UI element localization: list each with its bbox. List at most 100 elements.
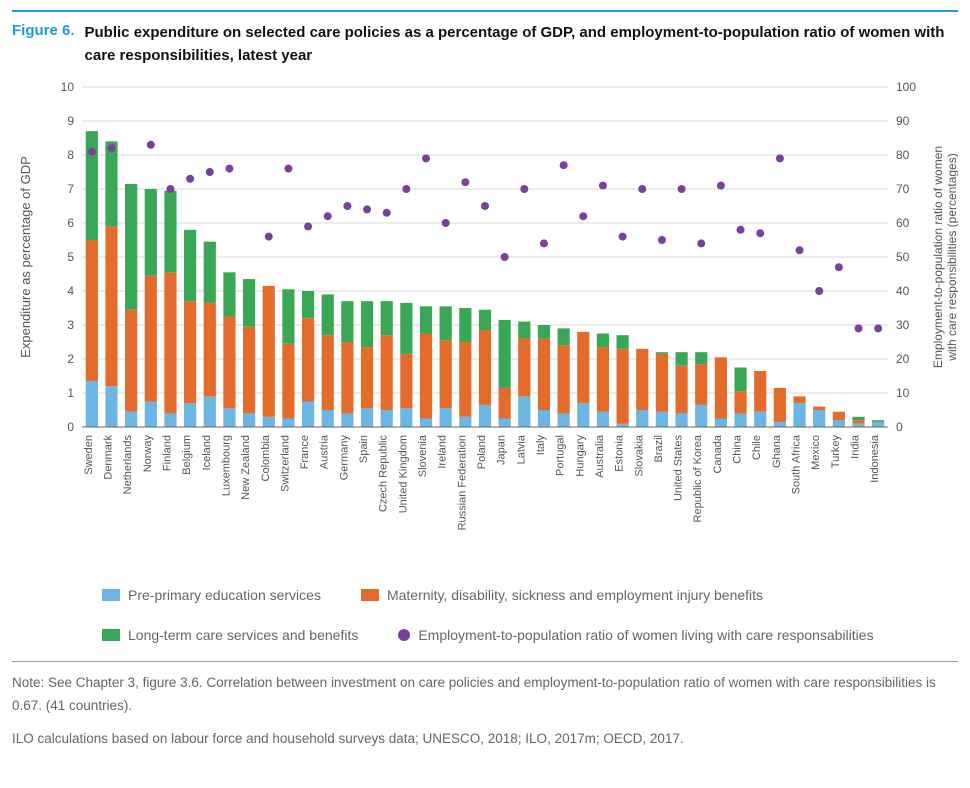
bar-segment (793, 403, 805, 427)
ratio-dot (284, 165, 292, 173)
bar-segment (125, 412, 137, 427)
bar-segment (754, 371, 766, 412)
legend-label: Long-term care services and benefits (128, 627, 358, 643)
x-axis-label: Republic of Korea (692, 434, 704, 522)
x-axis-label: Estonia (614, 434, 626, 472)
bar-segment (263, 286, 275, 417)
x-axis-label: Slovakia (633, 434, 645, 476)
ratio-dot (107, 144, 115, 152)
ratio-dot (855, 324, 863, 332)
ratio-dot (678, 185, 686, 193)
x-axis-label: Japan (496, 435, 508, 465)
ratio-dot (520, 185, 528, 193)
bar-segment (518, 396, 530, 427)
bar-segment (400, 303, 412, 354)
x-axis-label: Iceland (201, 435, 213, 470)
bar-segment (322, 410, 334, 427)
bar-segment (341, 342, 353, 413)
x-axis-label: Finland (161, 435, 173, 471)
bar-segment (204, 396, 216, 427)
bar-segment (852, 417, 864, 420)
ratio-dot (265, 233, 273, 241)
bar-segment (577, 403, 589, 427)
bar-segment (636, 349, 648, 410)
bar-segment (558, 328, 570, 345)
bar-segment (105, 226, 117, 386)
bar-segment (420, 334, 432, 419)
bar-segment (322, 335, 334, 410)
bar-segment (833, 420, 845, 427)
ratio-dot (402, 185, 410, 193)
chart-legend: Pre-primary education servicesMaternity,… (12, 583, 958, 655)
bar-segment (381, 301, 393, 335)
bar-segment (204, 242, 216, 303)
bar-segment (734, 413, 746, 427)
x-axis-label: Turkey (830, 435, 842, 469)
svg-text:10: 10 (896, 386, 910, 400)
x-axis-label: Spain (358, 435, 370, 463)
bar-segment (145, 276, 157, 402)
legend-swatch (102, 629, 120, 641)
svg-text:100: 100 (896, 80, 916, 94)
x-axis-label: Italy (535, 435, 547, 456)
bar-segment (164, 191, 176, 273)
bar-segment (597, 412, 609, 427)
bar-segment (145, 402, 157, 428)
ratio-dot (717, 182, 725, 190)
svg-text:0: 0 (896, 420, 903, 434)
x-axis-label: Indonesia (869, 434, 881, 483)
x-axis-label: Poland (476, 435, 488, 469)
x-axis-label: Russian Federation (456, 435, 468, 530)
x-axis-label: Hungary (574, 435, 586, 477)
bar-segment (361, 408, 373, 427)
ratio-dot (815, 287, 823, 295)
x-axis-label: Australia (594, 434, 606, 478)
x-axis-label: Ghana (771, 434, 783, 468)
bar-segment (400, 408, 412, 427)
bar-segment (400, 354, 412, 408)
x-axis-label: United Kingdom (397, 435, 409, 513)
ratio-dot (442, 219, 450, 227)
svg-text:3: 3 (67, 318, 74, 332)
bar-segment (86, 131, 98, 240)
ratio-dot (225, 165, 233, 173)
ratio-dot (481, 202, 489, 210)
legend-swatch (398, 629, 410, 641)
svg-text:90: 90 (896, 114, 910, 128)
ratio-dot (737, 226, 745, 234)
bar-segment (440, 408, 452, 427)
bar-segment (243, 327, 255, 414)
bar-segment (302, 291, 314, 318)
bar-segment (656, 354, 668, 412)
x-axis-label: South Africa (791, 434, 803, 494)
bar-segment (223, 272, 235, 316)
svg-text:20: 20 (896, 352, 910, 366)
ratio-dot (383, 209, 391, 217)
bar-segment (223, 317, 235, 409)
bar-segment (125, 310, 137, 412)
ratio-dot (638, 185, 646, 193)
y-left-axis-label: Expenditure as percentage of GDP (18, 156, 33, 358)
bar-segment (164, 413, 176, 427)
ratio-dot (324, 212, 332, 220)
bar-segment (459, 417, 471, 427)
bar-segment (617, 349, 629, 424)
bar-segment (597, 347, 609, 412)
bar-segment (302, 402, 314, 428)
bar-segment (695, 352, 707, 364)
bar-segment (420, 306, 432, 333)
ratio-dot (88, 148, 96, 156)
bar-segment (675, 366, 687, 414)
bar-segment (499, 419, 511, 428)
bar-segment (243, 413, 255, 427)
svg-text:1: 1 (67, 386, 74, 400)
x-axis-label: Austria (319, 434, 331, 469)
x-axis-label: Belgium (181, 435, 193, 475)
bar-segment (617, 424, 629, 427)
svg-text:7: 7 (67, 182, 74, 196)
separator-rule (12, 661, 958, 662)
svg-text:6: 6 (67, 216, 74, 230)
figure-title: Public expenditure on selected care poli… (85, 22, 958, 67)
bar-segment (656, 412, 668, 427)
x-axis-label: Colombia (260, 434, 272, 481)
